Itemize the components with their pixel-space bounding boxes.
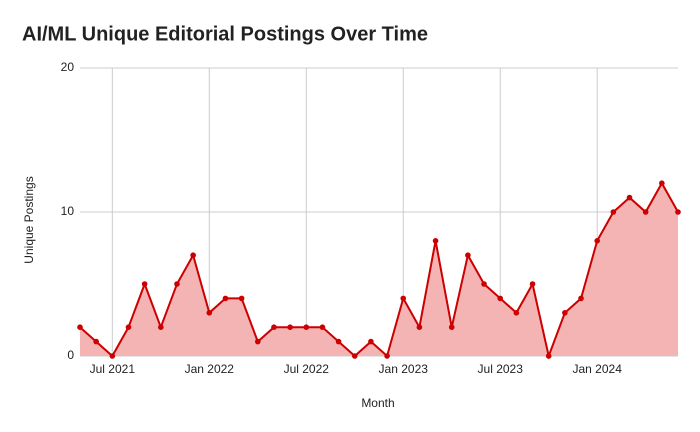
point — [513, 310, 520, 316]
point — [190, 252, 196, 258]
point — [351, 353, 358, 359]
point — [287, 324, 293, 331]
point — [238, 295, 245, 302]
point — [497, 295, 504, 302]
point — [594, 238, 600, 244]
y-axis-label: Unique Postings — [22, 176, 36, 263]
x-tick-label: Jul 2023 — [478, 362, 524, 376]
point — [400, 295, 407, 302]
point — [206, 310, 213, 316]
area — [80, 183, 678, 356]
point — [432, 238, 439, 244]
point — [545, 353, 552, 359]
x-tick-label: Jan 2024 — [572, 362, 622, 376]
point — [125, 324, 132, 331]
point — [642, 209, 649, 215]
point — [562, 310, 568, 316]
point — [675, 209, 681, 215]
point — [303, 324, 310, 331]
point — [158, 324, 164, 331]
point — [610, 209, 617, 215]
point — [93, 338, 99, 345]
point — [271, 324, 277, 331]
point — [626, 194, 633, 201]
x-tick-label: Jul 2021 — [90, 362, 136, 376]
point — [481, 281, 487, 287]
chart-title: AI/ML Unique Editorial Postings Over Tim… — [22, 23, 428, 45]
point — [384, 353, 390, 359]
point — [109, 353, 116, 359]
point — [529, 281, 536, 287]
point — [174, 281, 180, 287]
point — [254, 338, 261, 345]
point — [416, 324, 423, 331]
point — [335, 338, 342, 345]
y-tick-label: 10 — [61, 204, 75, 218]
point — [222, 295, 229, 302]
point — [319, 324, 326, 331]
x-tick-label: Jul 2022 — [284, 362, 330, 376]
point — [465, 252, 471, 258]
point — [141, 281, 148, 287]
point — [659, 180, 665, 186]
point — [368, 338, 374, 345]
x-tick-label: Jan 2022 — [185, 362, 235, 376]
point — [77, 324, 83, 331]
line — [79, 181, 679, 360]
point — [578, 295, 584, 302]
y-tick-label: 0 — [67, 348, 74, 362]
point — [448, 324, 455, 331]
x-axis-label: Month — [361, 396, 394, 410]
y-tick-label: 20 — [61, 60, 75, 74]
x-tick-label: Jan 2023 — [379, 362, 429, 376]
